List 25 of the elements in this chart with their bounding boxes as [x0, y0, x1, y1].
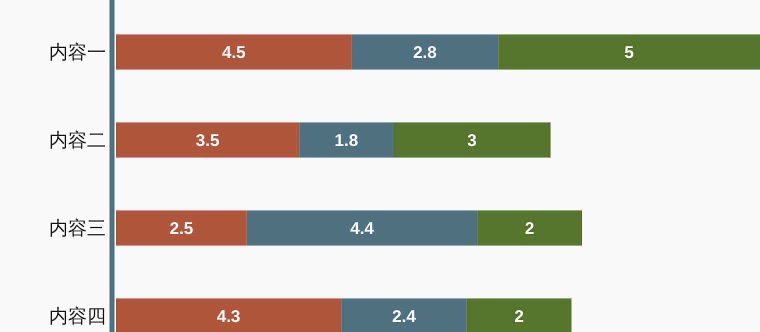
data-label: 2	[524, 218, 534, 238]
data-label: 2.4	[392, 306, 416, 326]
bar	[498, 34, 760, 70]
data-label: 2	[514, 306, 524, 326]
bar	[246, 210, 478, 246]
data-label: 2.5	[170, 218, 194, 238]
data-label: 4.5	[222, 42, 246, 62]
bar	[393, 122, 551, 158]
data-label: 4.4	[350, 218, 374, 238]
bar	[299, 122, 394, 158]
bar	[352, 34, 498, 70]
y-tick-label: 内容三	[49, 218, 106, 240]
bar	[116, 34, 352, 70]
y-tick-label: 内容一	[49, 42, 106, 64]
data-label: 3.5	[196, 130, 220, 150]
y-tick-label: 内容四	[49, 306, 106, 328]
data-label: 2.8	[413, 42, 437, 62]
data-label: 4.3	[216, 306, 240, 326]
bar	[116, 210, 247, 246]
bar	[116, 122, 300, 158]
data-label: 5	[624, 42, 634, 62]
y-tick-label: 内容二	[49, 130, 106, 152]
data-label: 3	[467, 130, 477, 150]
bar	[477, 210, 582, 246]
data-label: 1.8	[334, 130, 358, 150]
